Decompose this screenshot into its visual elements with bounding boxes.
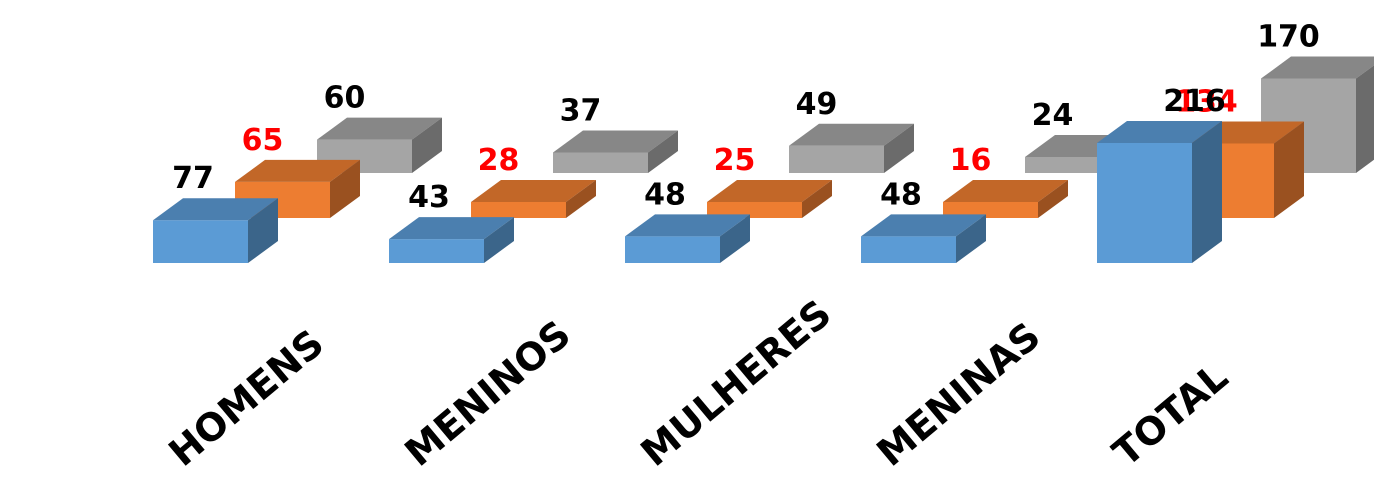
data-label-mulheres-series-1: 48 (644, 177, 686, 212)
bar-meninas-series-1 (861, 214, 986, 263)
category-label-mulheres: MULHERES (633, 291, 840, 475)
data-label-homens-series-2: 65 (242, 123, 284, 158)
data-label-meninos-series-2: 28 (478, 143, 520, 178)
category-label-total: TOTAL (1105, 355, 1237, 475)
data-label-mulheres-series-3: 49 (796, 87, 838, 122)
data-label-meninos-series-1: 43 (408, 180, 450, 215)
bar-meninos-series-3 (553, 130, 678, 173)
bar-meninos-series-2 (471, 180, 596, 218)
bar-mulheres-series-3 (789, 123, 914, 173)
category-label-homens: HOMENS (161, 321, 333, 475)
data-label-meninas-series-3: 24 (1032, 98, 1074, 133)
data-label-mulheres-series-2: 25 (714, 143, 756, 178)
bar-total-series-1 (1097, 121, 1222, 263)
data-label-total-series-1: 216 (1163, 84, 1226, 119)
data-label-total-series-2: 134 (1175, 85, 1238, 120)
data-label-total-series-3: 170 (1257, 20, 1320, 55)
bar-total-series-2 (1179, 121, 1304, 218)
category-label-meninos: MENINOS (397, 312, 579, 475)
bar-meninas-series-2 (943, 180, 1068, 218)
bar-meninos-series-1 (389, 217, 514, 263)
bar-mulheres-series-1 (625, 214, 750, 263)
data-label-homens-series-1: 77 (172, 161, 214, 196)
bar-mulheres-series-2 (707, 180, 832, 218)
data-label-homens-series-3: 60 (324, 81, 366, 116)
data-label-meninas-series-1: 48 (880, 177, 922, 212)
data-label-meninos-series-3: 37 (560, 93, 602, 128)
bar-homens-series-1 (153, 198, 278, 263)
category-label-meninas: MENINAS (869, 314, 1049, 475)
data-label-meninas-series-2: 16 (950, 143, 992, 178)
